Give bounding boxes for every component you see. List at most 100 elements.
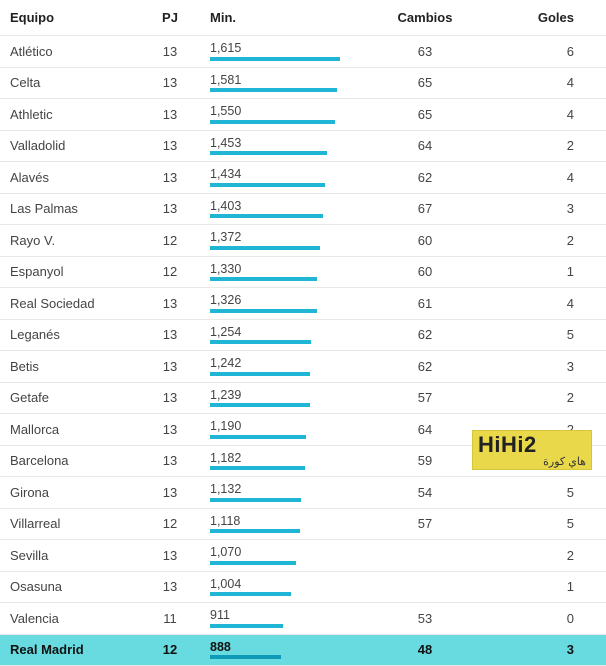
min-bar-track	[210, 340, 340, 344]
min-value-label: 1,330	[210, 263, 350, 276]
cell-min: 1,550	[190, 105, 350, 124]
min-bar-fill	[210, 592, 291, 596]
cell-goles: 3	[500, 642, 580, 657]
cell-cambios: 57	[350, 516, 500, 531]
min-value-label: 1,004	[210, 578, 350, 591]
min-bar-fill	[210, 372, 310, 376]
cell-equipo: Getafe	[10, 390, 150, 405]
cell-cambios: 60	[350, 233, 500, 248]
cell-equipo: Villarreal	[10, 516, 150, 531]
min-bar-track	[210, 624, 340, 628]
cell-min: 1,254	[190, 326, 350, 345]
table-row: Alavés131,434624	[0, 162, 606, 194]
cell-min: 1,453	[190, 137, 350, 156]
cell-min: 1,242	[190, 357, 350, 376]
min-value-label: 911	[210, 609, 350, 622]
cell-equipo: Barcelona	[10, 453, 150, 468]
cell-equipo: Rayo V.	[10, 233, 150, 248]
min-bar-fill	[210, 561, 296, 565]
table-row: Real Madrid12888483	[0, 635, 606, 666]
min-bar-track	[210, 655, 340, 659]
cell-equipo: Osasuna	[10, 579, 150, 594]
cell-equipo: Sevilla	[10, 548, 150, 563]
cell-pj: 13	[150, 296, 190, 311]
cell-pj: 13	[150, 453, 190, 468]
cell-goles: 1	[500, 579, 580, 594]
cell-cambios: 62	[350, 359, 500, 374]
cell-equipo: Betis	[10, 359, 150, 374]
table-row: Betis131,242623	[0, 351, 606, 383]
min-value-label: 1,182	[210, 452, 350, 465]
min-bar-track	[210, 561, 340, 565]
min-bar-track	[210, 309, 340, 313]
min-value-label: 1,372	[210, 231, 350, 244]
cell-min: 1,326	[190, 294, 350, 313]
cell-pj: 12	[150, 516, 190, 531]
cell-cambios: 67	[350, 201, 500, 216]
cell-equipo: Las Palmas	[10, 201, 150, 216]
min-bar-fill	[210, 214, 323, 218]
table-row: Atlético131,615636	[0, 36, 606, 68]
cell-pj: 13	[150, 170, 190, 185]
min-value-label: 1,118	[210, 515, 350, 528]
cell-pj: 13	[150, 75, 190, 90]
cell-cambios: 48	[350, 642, 500, 657]
min-bar-fill	[210, 498, 301, 502]
min-bar-fill	[210, 88, 337, 92]
cell-min: 1,403	[190, 200, 350, 219]
cell-pj: 11	[150, 611, 190, 626]
cell-pj: 12	[150, 264, 190, 279]
table-row: Leganés131,254625	[0, 320, 606, 352]
cell-equipo: Mallorca	[10, 422, 150, 437]
cell-cambios: 65	[350, 75, 500, 90]
table-row: Valencia11 911530	[0, 603, 606, 635]
cell-pj: 13	[150, 359, 190, 374]
cell-pj: 12	[150, 642, 190, 657]
cell-cambios: 53	[350, 611, 500, 626]
min-value-label: 1,403	[210, 200, 350, 213]
cell-min: 1,182	[190, 452, 350, 471]
cell-cambios: 54	[350, 485, 500, 500]
cell-goles: 1	[500, 264, 580, 279]
cell-min: 1,581	[190, 74, 350, 93]
header-min: Min.	[190, 10, 350, 25]
min-bar-fill	[210, 57, 340, 61]
min-value-label: 1,132	[210, 483, 350, 496]
cell-min: 1,132	[190, 483, 350, 502]
min-bar-track	[210, 529, 340, 533]
cell-goles: 2	[500, 233, 580, 248]
min-value-label: 1,434	[210, 168, 350, 181]
min-bar-fill	[210, 466, 305, 470]
cell-goles: 5	[500, 516, 580, 531]
min-bar-track	[210, 403, 340, 407]
cell-min: 888	[190, 641, 350, 660]
table-row: Girona131,132545	[0, 477, 606, 509]
cell-cambios: 57	[350, 390, 500, 405]
min-bar-fill	[210, 340, 311, 344]
cell-min: 1,239	[190, 389, 350, 408]
cell-equipo: Girona	[10, 485, 150, 500]
cell-equipo: Valencia	[10, 611, 150, 626]
table-row: Rayo V.121,372602	[0, 225, 606, 257]
cell-pj: 13	[150, 44, 190, 59]
cell-equipo: Valladolid	[10, 138, 150, 153]
min-bar-track	[210, 120, 340, 124]
cell-goles: 6	[500, 44, 580, 59]
cell-pj: 13	[150, 138, 190, 153]
cell-min: 1,070	[190, 546, 350, 565]
table-wrapper: Equipo PJ Min. Cambios Goles Atlético131…	[0, 0, 606, 666]
cell-goles: 0	[500, 611, 580, 626]
cell-goles: 2	[500, 138, 580, 153]
min-bar-fill	[210, 183, 325, 187]
min-bar-track	[210, 466, 340, 470]
cell-pj: 13	[150, 327, 190, 342]
cell-min: 1,615	[190, 42, 350, 61]
min-value-label: 888	[210, 641, 350, 654]
cell-pj: 13	[150, 548, 190, 563]
min-value-label: 1,070	[210, 546, 350, 559]
stats-table: Equipo PJ Min. Cambios Goles Atlético131…	[0, 0, 606, 666]
min-bar-fill	[210, 529, 300, 533]
min-bar-fill	[210, 120, 335, 124]
cell-goles: 5	[500, 327, 580, 342]
min-bar-track	[210, 498, 340, 502]
